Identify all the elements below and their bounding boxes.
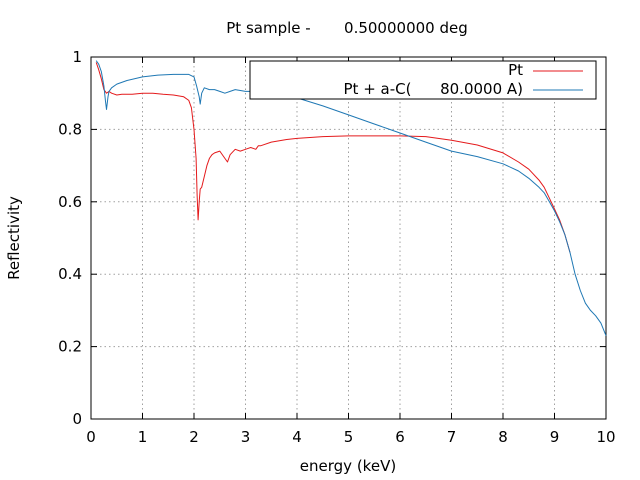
legend-label-pt-ac: Pt + a-C( 80.0000 A): [344, 80, 523, 98]
y-tick-label: 0.6: [58, 193, 82, 211]
y-tick-label: 1: [72, 48, 82, 66]
chart-title: Pt sample - 0.50000000 deg: [226, 19, 468, 37]
x-tick-labels: 0 1 2 3 4 5 6 7 8 9 10: [86, 428, 615, 446]
x-tick-label: 6: [395, 428, 405, 446]
legend: Pt Pt + a-C( 80.0000 A): [249, 60, 597, 100]
x-tick-label: 4: [292, 428, 302, 446]
series-lines: [95, 60, 607, 336]
x-tick-label: 8: [498, 428, 508, 446]
legend-box: [249, 60, 597, 100]
x-tick-label: 5: [344, 428, 354, 446]
x-tick-label: 2: [189, 428, 199, 446]
x-tick-label: 9: [550, 428, 560, 446]
x-tick-label: 10: [596, 428, 615, 446]
x-tick-label: 1: [138, 428, 148, 446]
legend-label-pt: Pt: [508, 61, 523, 79]
series-line-pt-ac: [95, 60, 607, 336]
axis-ticks: [90, 56, 607, 420]
y-tick-label: 0.4: [58, 265, 82, 283]
y-tick-labels: 0 0.2 0.4 0.6 0.8 1: [58, 48, 82, 428]
x-tick-label: 3: [241, 428, 251, 446]
y-tick-label: 0: [72, 410, 82, 428]
series-line-pt: [95, 62, 571, 253]
x-tick-label: 0: [86, 428, 96, 446]
x-axis-title: energy (keV): [300, 457, 396, 475]
y-tick-label: 0.2: [58, 338, 82, 356]
y-axis-title: Reflectivity: [5, 196, 23, 280]
x-tick-label: 7: [447, 428, 457, 446]
grid-lines: [91, 57, 606, 419]
y-tick-label: 0.8: [58, 120, 82, 138]
